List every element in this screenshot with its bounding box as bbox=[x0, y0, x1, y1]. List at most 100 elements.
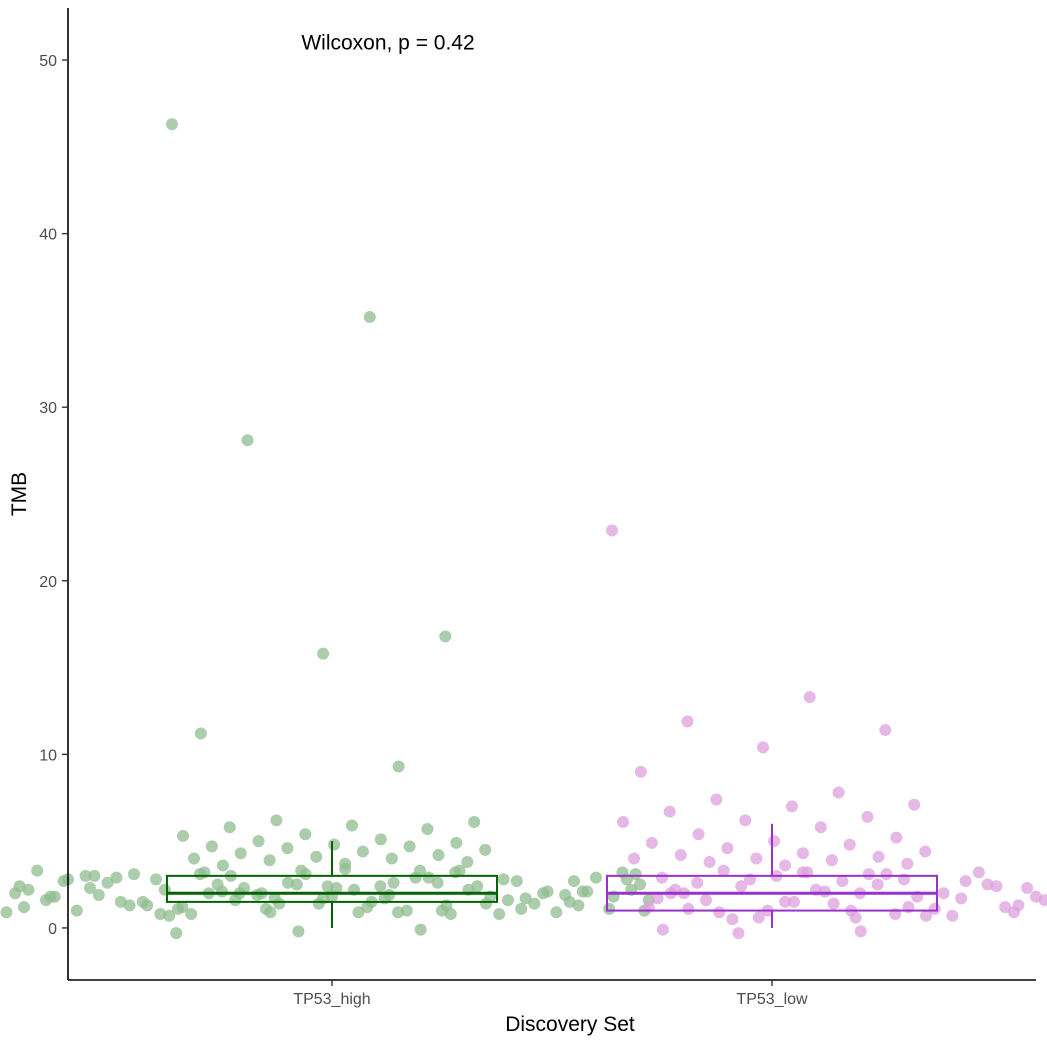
boxplots-layer bbox=[166, 823, 938, 928]
data-point bbox=[645, 836, 658, 849]
data-point bbox=[818, 885, 831, 898]
data-point bbox=[568, 875, 580, 888]
data-point bbox=[550, 906, 563, 919]
data-point bbox=[493, 908, 506, 921]
data-point bbox=[832, 786, 845, 799]
data-point bbox=[299, 868, 312, 881]
data-point bbox=[480, 897, 492, 910]
data-point bbox=[205, 840, 218, 853]
data-point bbox=[141, 899, 154, 912]
data-point bbox=[110, 871, 123, 884]
data-point bbox=[681, 715, 694, 728]
data-point bbox=[374, 880, 387, 893]
data-point bbox=[422, 871, 435, 884]
data-point bbox=[84, 882, 96, 895]
data-point bbox=[356, 845, 369, 858]
data-point bbox=[854, 925, 867, 938]
data-point bbox=[1008, 906, 1020, 919]
data-point bbox=[436, 904, 448, 917]
data-point bbox=[752, 911, 765, 924]
data-point bbox=[57, 875, 70, 888]
data-point bbox=[519, 892, 532, 905]
data-point bbox=[414, 864, 426, 877]
data-point bbox=[920, 909, 932, 922]
boxplot-TP53_low bbox=[606, 823, 938, 928]
data-point bbox=[919, 845, 932, 858]
iqr-box bbox=[166, 874, 498, 903]
data-point bbox=[796, 847, 809, 860]
data-point bbox=[299, 828, 312, 841]
x-tick-label: TP53_low bbox=[736, 991, 808, 1008]
data-point bbox=[44, 890, 57, 903]
data-point bbox=[634, 878, 646, 891]
data-point bbox=[270, 814, 283, 827]
data-point bbox=[400, 904, 413, 917]
data-point bbox=[188, 852, 201, 865]
data-point bbox=[290, 878, 303, 891]
data-point bbox=[194, 868, 206, 881]
data-point bbox=[908, 798, 921, 811]
data-point bbox=[703, 855, 716, 868]
data-point bbox=[252, 835, 265, 848]
data-point bbox=[972, 866, 985, 879]
data-point bbox=[281, 842, 294, 855]
data-point bbox=[177, 829, 190, 842]
data-point bbox=[13, 880, 26, 893]
data-point bbox=[216, 859, 229, 872]
data-point bbox=[392, 760, 405, 773]
data-point bbox=[18, 901, 30, 914]
data-point bbox=[710, 793, 723, 806]
data-point bbox=[414, 923, 427, 936]
data-point bbox=[732, 927, 745, 940]
data-point bbox=[849, 911, 862, 924]
y-tick-label: 30 bbox=[39, 400, 57, 417]
data-point bbox=[606, 524, 618, 537]
y-tick-label: 10 bbox=[39, 747, 57, 764]
data-point bbox=[241, 434, 254, 447]
data-point bbox=[827, 897, 840, 910]
data-point bbox=[674, 849, 687, 862]
data-point bbox=[843, 838, 856, 851]
data-point bbox=[721, 842, 734, 855]
data-point bbox=[692, 828, 705, 841]
data-point bbox=[403, 840, 416, 853]
data-point bbox=[123, 899, 136, 912]
data-point bbox=[1038, 894, 1047, 907]
data-point bbox=[292, 925, 305, 938]
data-point bbox=[345, 819, 358, 832]
data-point bbox=[502, 894, 514, 907]
data-point bbox=[468, 816, 481, 829]
y-axis-title: TMB bbox=[8, 472, 31, 516]
data-point bbox=[768, 835, 781, 848]
data-point bbox=[788, 895, 800, 908]
data-point bbox=[263, 854, 276, 867]
data-point bbox=[726, 913, 739, 926]
data-point bbox=[735, 880, 748, 893]
data-point bbox=[862, 868, 875, 881]
y-tick-label: 20 bbox=[39, 574, 57, 591]
data-point bbox=[70, 904, 83, 917]
data-point bbox=[691, 876, 704, 889]
data-point bbox=[461, 855, 474, 868]
data-point bbox=[310, 850, 323, 863]
data-point bbox=[713, 906, 726, 919]
data-point bbox=[383, 888, 396, 901]
data-point bbox=[750, 852, 763, 865]
data-point bbox=[803, 691, 816, 704]
data-point bbox=[264, 906, 277, 919]
data-point bbox=[1021, 882, 1034, 895]
data-point bbox=[431, 876, 444, 889]
data-point bbox=[92, 888, 105, 901]
data-point bbox=[31, 864, 44, 877]
data-point bbox=[946, 909, 959, 922]
data-point bbox=[656, 923, 669, 936]
data-point bbox=[590, 871, 602, 884]
data-point bbox=[88, 869, 101, 882]
data-point bbox=[959, 875, 972, 888]
data-point bbox=[634, 765, 647, 778]
data-point bbox=[223, 821, 236, 834]
data-point bbox=[629, 868, 642, 881]
data-point bbox=[387, 876, 400, 889]
data-point bbox=[779, 895, 792, 908]
